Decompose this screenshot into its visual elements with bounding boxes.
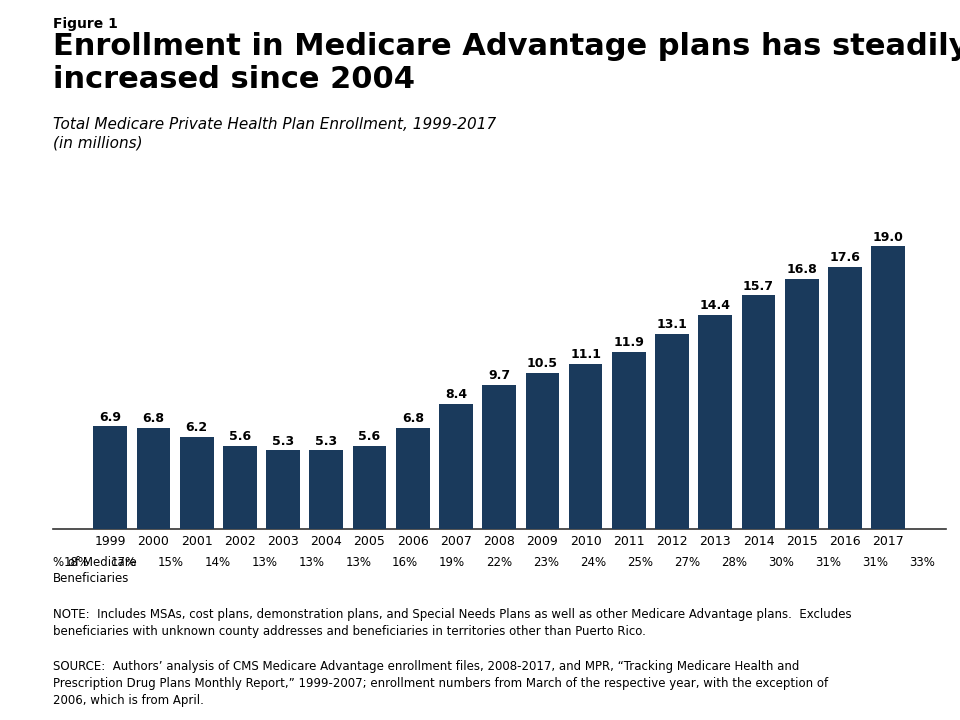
Text: 25%: 25% (627, 556, 653, 569)
Bar (785, 279, 819, 529)
Bar (872, 246, 905, 529)
Text: 13%: 13% (299, 556, 324, 569)
Bar (136, 428, 170, 529)
Bar (266, 450, 300, 529)
Bar (223, 446, 256, 529)
Text: SOURCE:  Authors’ analysis of CMS Medicare Advantage enrollment files, 2008-2017: SOURCE: Authors’ analysis of CMS Medicar… (53, 660, 828, 707)
Text: 16.8: 16.8 (786, 264, 817, 276)
Text: THE HENRY J.: THE HENRY J. (833, 649, 891, 657)
Text: FAMILY: FAMILY (827, 684, 898, 702)
Text: Figure 1: Figure 1 (53, 17, 118, 30)
Text: 31%: 31% (862, 556, 888, 569)
Text: 15.7: 15.7 (743, 280, 774, 293)
Bar (612, 352, 646, 529)
Text: Total Medicare Private Health Plan Enrollment, 1999-2017
(in millions): Total Medicare Private Health Plan Enrol… (53, 117, 496, 150)
Text: 22%: 22% (486, 556, 513, 569)
Text: 5.6: 5.6 (228, 430, 251, 443)
Text: 11.1: 11.1 (570, 348, 601, 361)
Text: 8.4: 8.4 (444, 388, 468, 402)
Text: 14.4: 14.4 (700, 299, 731, 312)
Text: 16%: 16% (392, 556, 419, 569)
Text: NOTE:  Includes MSAs, cost plans, demonstration plans, and Special Needs Plans a: NOTE: Includes MSAs, cost plans, demonst… (53, 608, 852, 639)
Text: 27%: 27% (674, 556, 700, 569)
Text: 10.5: 10.5 (527, 357, 558, 370)
Text: 24%: 24% (580, 556, 607, 569)
Text: 19%: 19% (439, 556, 466, 569)
Bar (93, 426, 127, 529)
Text: 17%: 17% (110, 556, 136, 569)
Text: 5.6: 5.6 (358, 430, 380, 443)
Text: 19.0: 19.0 (873, 230, 903, 243)
Text: 11.9: 11.9 (613, 336, 644, 349)
Bar (568, 364, 603, 529)
Text: 13%: 13% (346, 556, 372, 569)
Text: 5.3: 5.3 (272, 435, 294, 448)
Text: 23%: 23% (533, 556, 559, 569)
Text: 6.8: 6.8 (402, 413, 423, 426)
Bar (439, 404, 473, 529)
Text: 28%: 28% (721, 556, 747, 569)
Bar (742, 295, 776, 529)
Bar (482, 384, 516, 529)
Bar (309, 450, 343, 529)
Text: 5.3: 5.3 (315, 435, 337, 448)
Text: FOUNDATION: FOUNDATION (831, 703, 893, 712)
Bar (396, 428, 430, 529)
Text: 14%: 14% (204, 556, 230, 569)
Text: 6.2: 6.2 (185, 421, 207, 434)
Text: 6.8: 6.8 (142, 413, 164, 426)
Text: 15%: 15% (157, 556, 183, 569)
Bar (525, 373, 560, 529)
Text: 30%: 30% (768, 556, 794, 569)
Text: 31%: 31% (815, 556, 841, 569)
Text: 18%: 18% (63, 556, 89, 569)
Text: 13.1: 13.1 (657, 318, 687, 331)
Text: 6.9: 6.9 (99, 411, 121, 424)
Bar (656, 334, 689, 529)
Text: KAISER: KAISER (826, 665, 899, 683)
Bar (828, 267, 862, 529)
Text: % of Medicare
Beneficiaries: % of Medicare Beneficiaries (53, 556, 136, 585)
Bar (352, 446, 387, 529)
Bar (180, 437, 213, 529)
Text: 17.6: 17.6 (829, 251, 860, 264)
Bar (699, 315, 732, 529)
Text: Enrollment in Medicare Advantage plans has steadily
increased since 2004: Enrollment in Medicare Advantage plans h… (53, 32, 960, 94)
Text: 13%: 13% (252, 556, 277, 569)
Text: 33%: 33% (909, 556, 935, 569)
Text: 9.7: 9.7 (488, 369, 511, 382)
